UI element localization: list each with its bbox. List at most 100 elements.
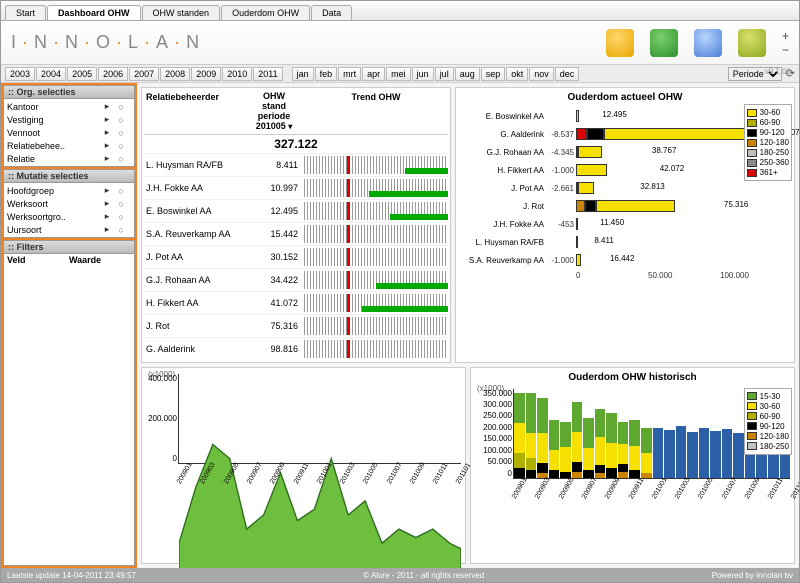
filter-col-waarde: Waarde <box>69 255 131 265</box>
year-2008[interactable]: 2008 <box>160 67 190 81</box>
year-2003[interactable]: 2003 <box>5 67 35 81</box>
col-trend[interactable]: Trend OHW <box>304 90 448 134</box>
footer: Laatste update 14-04-2011 23:49:57 © Alu… <box>1 568 799 582</box>
month-feb[interactable]: feb <box>315 67 338 81</box>
table-row[interactable]: J.H. Fokke AA10.997 <box>144 176 448 199</box>
zoom-controls[interactable]: +− <box>782 30 789 56</box>
month-apr[interactable]: apr <box>362 67 385 81</box>
ouderdom-historisch-chart: Ouderdom OHW historisch (x1000) 350.0003… <box>470 367 795 564</box>
table-row[interactable]: S.A. Reuverkamp AA15.442 <box>144 222 448 245</box>
relatiebeheerder-table: Relatiebeheerder OHWstandperiode201005 ▾… <box>141 87 451 363</box>
hist-bar <box>629 420 640 478</box>
age-row: J. Rot75.316 <box>460 197 790 215</box>
month-jun[interactable]: jun <box>412 67 434 81</box>
month-jul[interactable]: jul <box>435 67 454 81</box>
sel-relatie[interactable]: Relatie▸○ <box>5 152 133 165</box>
hist-bar <box>664 430 675 478</box>
hist-bar <box>653 428 664 478</box>
hist-bar <box>572 402 583 478</box>
month-jan[interactable]: jan <box>292 67 314 81</box>
month-mei[interactable]: mei <box>386 67 411 81</box>
hist-bar <box>699 428 710 478</box>
header: I·N·N·O·L·A·N +− v9.1.01 <box>1 21 799 65</box>
tab-data[interactable]: Data <box>311 5 352 20</box>
year-2006[interactable]: 2006 <box>98 67 128 81</box>
area-chart: (x1000) 400.000200.0000 2009012009032009… <box>141 367 466 564</box>
age-row: G.J. Rohaan AA-4.34538.767 <box>460 143 790 161</box>
age-row: G. Aalderink-8.537107.352 <box>460 125 790 143</box>
chart-title: Ouderdom OHW historisch <box>473 370 792 385</box>
ouderdom-actueel-chart: Ouderdom actueel OHW E. Boswinkel AA12.4… <box>455 87 795 363</box>
month-sep[interactable]: sep <box>481 67 506 81</box>
sel-kantoor[interactable]: Kantoor▸○ <box>5 100 133 113</box>
month-okt[interactable]: okt <box>506 67 528 81</box>
month-aug[interactable]: aug <box>455 67 480 81</box>
filter-body[interactable] <box>5 265 133 395</box>
month-dec[interactable]: dec <box>555 67 580 81</box>
filters-panel: :: Filters VeldWaarde <box>3 240 135 566</box>
hist-bar <box>526 393 537 478</box>
hist-bar <box>514 393 525 478</box>
age-row: H. Fikkert AA-1.00042.072 <box>460 161 790 179</box>
sel-vestiging[interactable]: Vestiging▸○ <box>5 113 133 126</box>
age-row: J.H. Fokke AA-45311.450 <box>460 215 790 233</box>
hist-bar <box>641 428 652 478</box>
year-2009[interactable]: 2009 <box>191 67 221 81</box>
total-value: 327.122 <box>144 135 448 153</box>
hist-bar <box>560 422 571 478</box>
sidebar: :: Org. selecties Kantoor▸○Vestiging▸○Ve… <box>1 83 137 568</box>
age-row: E. Boswinkel AA12.495 <box>460 107 790 125</box>
year-2005[interactable]: 2005 <box>67 67 97 81</box>
last-update: Laatste update 14-04-2011 23:49:57 <box>7 571 136 580</box>
sel-vennoot[interactable]: Vennoot▸○ <box>5 126 133 139</box>
table-row[interactable]: L. Huysman RA/FB8.411 <box>144 153 448 176</box>
col-ohw-stand[interactable]: OHWstandperiode201005 ▾ <box>244 90 304 134</box>
period-toolbar: 200320042005200620072008200920102011 jan… <box>1 65 799 83</box>
table-row[interactable]: G.J. Rohaan AA34.422 <box>144 268 448 291</box>
age-row: L. Huysman RA/FB8.411 <box>460 233 790 251</box>
hist-bar <box>606 413 617 478</box>
hist-bar <box>676 426 687 478</box>
hist-bar <box>583 418 594 478</box>
table-row[interactable]: E. Boswinkel AA12.495 <box>144 199 448 222</box>
org-selections-panel: :: Org. selecties Kantoor▸○Vestiging▸○Ve… <box>3 85 135 167</box>
tab-ohw-standen[interactable]: OHW standen <box>142 5 221 20</box>
tab-start[interactable]: Start <box>5 5 46 20</box>
sel-uursoort[interactable]: Uursoort▸○ <box>5 223 133 236</box>
mutatie-selections-panel: :: Mutatie selecties Hoofdgroep▸○Werksoo… <box>3 169 135 238</box>
table-row[interactable]: J. Pot AA30.152 <box>144 245 448 268</box>
table-row[interactable]: J. Rot75.316 <box>144 314 448 337</box>
hist-bar <box>733 433 744 478</box>
sel-werksoortgro..[interactable]: Werksoortgro..▸○ <box>5 210 133 223</box>
year-2010[interactable]: 2010 <box>222 67 252 81</box>
sel-hoofdgroep[interactable]: Hoofdgroep▸○ <box>5 184 133 197</box>
table-row[interactable]: G. Aalderink98.816 <box>144 337 448 360</box>
month-mrt[interactable]: mrt <box>338 67 361 81</box>
age-legend: 30-6060-9090-120120-180180-250250-360361… <box>744 104 792 181</box>
tab-dashboard-ohw[interactable]: Dashboard OHW <box>47 5 141 20</box>
people-icon[interactable] <box>650 29 678 57</box>
hist-legend: 15-3030-6060-9090-120120-180180-250 <box>744 388 792 455</box>
tab-bar: StartDashboard OHWOHW standenOuderdom OH… <box>1 1 799 21</box>
version-label: v9.1.01 <box>765 67 791 76</box>
sel-relatiebehee..[interactable]: Relatiebehee..▸○ <box>5 139 133 152</box>
table-row[interactable]: H. Fikkert AA41.072 <box>144 291 448 314</box>
hist-bar <box>722 429 733 478</box>
col-relatiebeheerder[interactable]: Relatiebeheerder <box>144 90 244 134</box>
money-icon[interactable] <box>738 29 766 57</box>
age-row: J. Pot AA-2.66132.813 <box>460 179 790 197</box>
hist-bar <box>537 398 548 478</box>
chart-title: Ouderdom actueel OHW <box>458 90 792 105</box>
month-nov[interactable]: nov <box>529 67 554 81</box>
person-icon[interactable] <box>606 29 634 57</box>
age-row: S.A. Reuverkamp AA-1.00016.442 <box>460 251 790 269</box>
panel-header: :: Mutatie selecties <box>4 170 134 183</box>
hist-bar <box>687 432 698 478</box>
year-2004[interactable]: 2004 <box>36 67 66 81</box>
year-2007[interactable]: 2007 <box>129 67 159 81</box>
year-2011[interactable]: 2011 <box>253 67 282 81</box>
clock-icon[interactable] <box>694 29 722 57</box>
tab-ouderdom-ohw[interactable]: Ouderdom OHW <box>221 5 310 20</box>
sel-werksoort[interactable]: Werksoort▸○ <box>5 197 133 210</box>
powered-by: Powered by Innolan bv <box>712 571 793 580</box>
